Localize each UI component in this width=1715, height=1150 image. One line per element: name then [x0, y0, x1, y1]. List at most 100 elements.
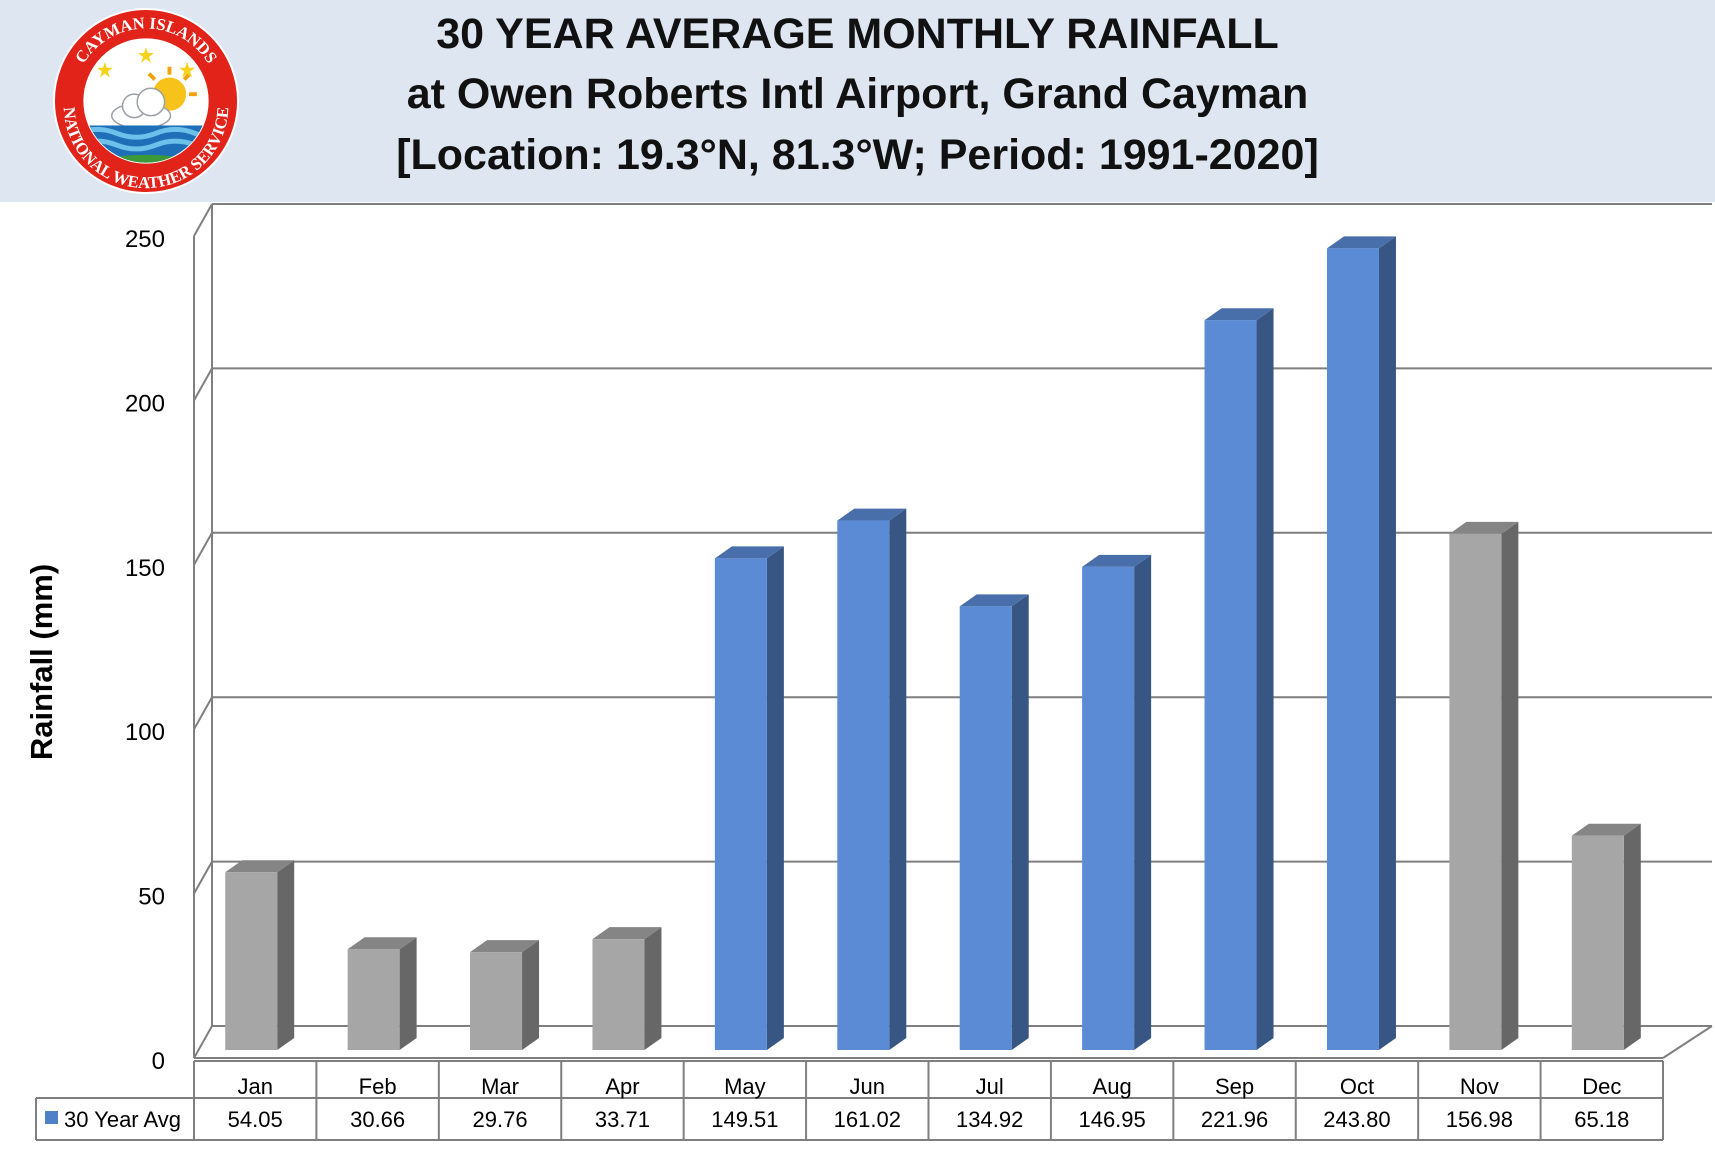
bar-may — [714, 546, 784, 1050]
bar-side — [1256, 308, 1274, 1050]
bar-front — [959, 606, 1012, 1050]
y-tick-label: 0 — [152, 1048, 165, 1075]
star-icons — [97, 47, 195, 78]
data-value-label: 54.05 — [228, 1107, 283, 1132]
gridline-connector — [193, 696, 213, 730]
bar-jul — [959, 594, 1029, 1050]
bar-top — [1082, 554, 1152, 567]
bar-top — [592, 927, 662, 940]
x-tick-label: Apr — [605, 1074, 639, 1099]
y-tick-label: 200 — [125, 390, 165, 417]
x-tick-label: Jan — [237, 1074, 272, 1099]
bar-side — [1623, 823, 1641, 1050]
data-value-label: 65.18 — [1574, 1107, 1629, 1132]
gridline-connector — [193, 367, 213, 401]
bar-jan — [225, 860, 295, 1050]
bar-side — [1501, 521, 1519, 1050]
bar-top — [714, 546, 784, 559]
bar-top — [837, 508, 907, 521]
data-value-label: 243.80 — [1323, 1107, 1390, 1132]
x-tick-label: Nov — [1460, 1074, 1499, 1099]
bars — [225, 236, 1641, 1050]
bar-dec — [1571, 823, 1641, 1050]
bar-side — [277, 860, 295, 1050]
chart-title: 30 YEAR AVERAGE MONTHLY RAINFALL — [436, 10, 1279, 58]
bar-front — [1449, 533, 1502, 1050]
y-tick-label: 50 — [138, 884, 165, 911]
bar-side — [766, 546, 784, 1050]
bar-front — [714, 558, 767, 1050]
data-value-label: 221.96 — [1201, 1107, 1268, 1132]
data-value-label: 156.98 — [1446, 1107, 1513, 1132]
bar-aug — [1082, 554, 1152, 1050]
bar-apr — [592, 927, 662, 1050]
legend-series-name: 30 Year Avg — [64, 1107, 181, 1132]
bar-top — [1571, 823, 1641, 836]
bar-feb — [347, 937, 417, 1050]
bar-oct — [1326, 236, 1396, 1050]
bar-front — [1571, 835, 1624, 1050]
bar-side — [1011, 594, 1029, 1050]
x-tick-label: Mar — [481, 1074, 519, 1099]
bar-nov — [1449, 521, 1519, 1050]
bar-top — [1326, 236, 1396, 249]
bar-front — [470, 952, 523, 1050]
data-value-label: 161.02 — [834, 1107, 901, 1132]
gridline-connector — [193, 1025, 213, 1059]
legend-key — [45, 1111, 58, 1124]
bar-front — [1082, 566, 1135, 1050]
bar-jun — [837, 508, 907, 1050]
x-tick-label: Feb — [359, 1074, 397, 1099]
bar-top — [347, 937, 417, 950]
cloud-icon — [111, 87, 172, 130]
bar-front — [225, 872, 278, 1050]
bar-front — [1326, 248, 1379, 1050]
bar-side — [1378, 236, 1396, 1050]
x-tick-label: Oct — [1340, 1074, 1374, 1099]
bar-side — [644, 927, 662, 1050]
floor-edge — [1662, 1025, 1713, 1059]
bar-top — [470, 940, 540, 953]
x-tick-label: Jun — [850, 1074, 885, 1099]
bar-front — [592, 939, 645, 1050]
data-value-label: 33.71 — [595, 1107, 650, 1132]
x-tick-label: Aug — [1093, 1074, 1132, 1099]
gridline-connector — [193, 861, 213, 895]
y-tick-label: 250 — [125, 226, 165, 253]
title-banner: 30 YEAR AVERAGE MONTHLY RAINFALL at Owen… — [0, 0, 1715, 202]
bar-side — [1134, 554, 1152, 1050]
bar-side — [889, 508, 907, 1050]
bar-top — [225, 860, 295, 873]
data-value-label: 134.92 — [956, 1107, 1023, 1132]
chart-location-period: [Location: 19.3°N, 81.3°W; Period: 1991-… — [396, 131, 1319, 179]
bar-front — [837, 520, 890, 1050]
bar-side — [522, 940, 540, 1050]
bar-top — [959, 594, 1029, 607]
x-tick-label: Sep — [1215, 1074, 1254, 1099]
bar-top — [1204, 308, 1274, 321]
y-tick-label: 100 — [125, 719, 165, 746]
bar-front — [1204, 320, 1257, 1050]
y-axis-label: Rainfall (mm) — [24, 564, 59, 760]
bar-side — [399, 937, 417, 1050]
data-value-label: 29.76 — [473, 1107, 528, 1132]
x-tick-label: Dec — [1582, 1074, 1621, 1099]
bar-sep — [1204, 308, 1274, 1050]
data-table: Jan 54.05 Feb 30.66 Mar 29.76 Apr 33.71 May 149.5… — [35, 1060, 1664, 1141]
bar-top — [1449, 521, 1519, 534]
x-tick-label: May — [724, 1074, 766, 1099]
data-value-label: 30.66 — [350, 1107, 405, 1132]
data-value-label: 146.95 — [1078, 1107, 1145, 1132]
y-tick-labels: 0 50 100 150 200 250 — [125, 226, 165, 1075]
bar-mar — [470, 940, 540, 1050]
x-tick-label: Jul — [976, 1074, 1004, 1099]
national-weather-service-logo: CAYMAN ISLANDS NATIONAL WEATHER SERVICE — [53, 8, 239, 194]
bar-front — [347, 949, 400, 1050]
gridline-connector — [193, 203, 213, 237]
data-value-label: 149.51 — [711, 1107, 778, 1132]
gridline-connector — [193, 532, 213, 566]
chart-subtitle: at Owen Roberts Intl Airport, Grand Caym… — [406, 70, 1309, 118]
y-tick-label: 150 — [125, 555, 165, 582]
axes — [193, 204, 1713, 1059]
